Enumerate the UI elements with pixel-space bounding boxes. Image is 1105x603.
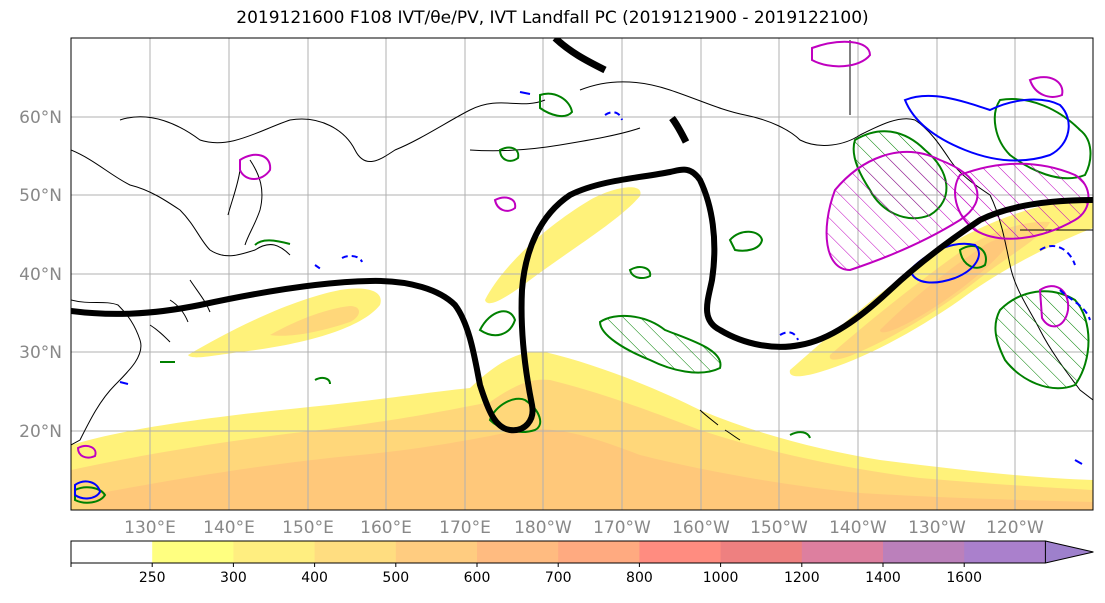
green-contour-1 <box>598 314 722 374</box>
magenta-contour-3 <box>811 40 872 68</box>
pc-contour <box>71 166 1093 434</box>
lon-label: 140°E <box>203 518 255 538</box>
colorbar-tick-label: 800 <box>626 570 653 586</box>
colorbar-extend-arrow <box>1044 540 1094 564</box>
siberia-coast <box>119 99 546 162</box>
green-contour-11 <box>254 239 291 246</box>
lon-label: 130°E <box>124 518 176 538</box>
magenta-contour-8 <box>76 445 97 459</box>
lon-label: 170°E <box>439 518 491 538</box>
pc-contour-north <box>552 38 690 144</box>
magenta-contour-7 <box>1028 76 1064 98</box>
colorbar-segment <box>801 541 884 563</box>
lat-label: 60°N <box>19 108 62 128</box>
colorbar-tick-label: 500 <box>382 570 409 586</box>
colorbar-tick-label: 1200 <box>784 570 820 586</box>
colorbar-segment <box>883 541 965 563</box>
ivt-band-westpac <box>188 288 381 358</box>
map-frame <box>70 37 1094 511</box>
blue-contour-6 <box>74 480 102 500</box>
lon-label: 130°W <box>908 518 966 538</box>
magenta-contour-1 <box>825 151 979 272</box>
graticule <box>71 38 1093 510</box>
alaska-coast <box>579 81 991 196</box>
lon-label: 120°W <box>986 518 1044 538</box>
blue-contour-7 <box>119 91 1083 465</box>
lon-label: 160°E <box>360 518 412 538</box>
colorbar-segment <box>720 541 803 563</box>
blue-contour-3 <box>1039 245 1091 321</box>
green-contour-9 <box>994 290 1090 390</box>
blue-contour-5 <box>779 331 799 341</box>
colorbar-segment <box>477 541 559 563</box>
green-contour-3 <box>478 310 517 337</box>
blue-contours <box>74 91 1091 500</box>
colorbar-segment <box>964 541 1046 563</box>
lon-label: 150°W <box>750 518 808 538</box>
colorbar-tick-label: 250 <box>139 570 166 586</box>
green-contour-8 <box>993 98 1092 180</box>
colorbar: 250 300 400 500 600 700 800 1000 1200 1400 1600 <box>70 540 1094 586</box>
magenta-contour-6 <box>493 196 517 212</box>
magenta-contours <box>76 40 1090 459</box>
green-contour-2 <box>728 230 764 252</box>
map-content <box>71 38 1093 510</box>
colorbar-tick-label: 300 <box>220 570 247 586</box>
magenta-contour-4 <box>1038 285 1070 328</box>
colorbar-segment <box>71 541 153 563</box>
green-contour-5 <box>498 146 520 162</box>
colorbar-segment <box>314 541 397 563</box>
colorbar-tick-label: 700 <box>545 570 572 586</box>
lat-label: 30°N <box>19 343 62 363</box>
magenta-contour-5 <box>239 153 272 180</box>
hawaii-islands <box>699 409 741 441</box>
ivt-band-westpac-core <box>270 306 359 336</box>
lat-label: 40°N <box>19 265 62 285</box>
asia-coast <box>71 149 291 446</box>
colorbar-tick-label: 1000 <box>703 570 739 586</box>
lat-label: 50°N <box>19 186 62 206</box>
aleutian-chain <box>469 127 641 152</box>
lon-label: 160°W <box>672 518 730 538</box>
lon-labels: 130°E 140°E 150°E 160°E 170°E 180°W 170°… <box>124 518 1044 538</box>
lon-label: 140°W <box>829 518 887 538</box>
green-contour-12 <box>160 361 811 439</box>
colorbar-tick-label: 1400 <box>865 570 901 586</box>
lon-label: 150°E <box>282 518 334 538</box>
lon-label: 180°W <box>514 518 572 538</box>
magenta-contour-2 <box>954 162 1090 240</box>
green-contour-10 <box>539 92 574 118</box>
colorbar-segment <box>639 541 722 563</box>
colorbar-segment <box>558 541 640 563</box>
colorbar-segment <box>233 541 316 563</box>
figure-title: 2019121600 F108 IVT/θe/PV, IVT Landfall … <box>236 8 869 28</box>
blue-contour-1 <box>903 94 1070 162</box>
lat-label: 20°N <box>19 422 62 442</box>
green-contour-6 <box>628 266 652 279</box>
blue-contour-4 <box>314 111 623 271</box>
lat-labels: 20°N 30°N 40°N 50°N 60°N <box>19 108 62 442</box>
colorbar-tick-label: 600 <box>464 570 491 586</box>
green-contour-14 <box>74 486 107 504</box>
colorbar-segment <box>395 541 478 563</box>
colorbar-tick-label: 400 <box>301 570 328 586</box>
colorbar-tick-label: 1600 <box>946 570 982 586</box>
lon-label: 170°W <box>593 518 651 538</box>
ivt-band-tropical-inner <box>90 429 1093 510</box>
kamchatka-coast <box>227 159 263 246</box>
green-contour-13 <box>958 245 987 269</box>
colorbar-segment <box>152 541 234 563</box>
